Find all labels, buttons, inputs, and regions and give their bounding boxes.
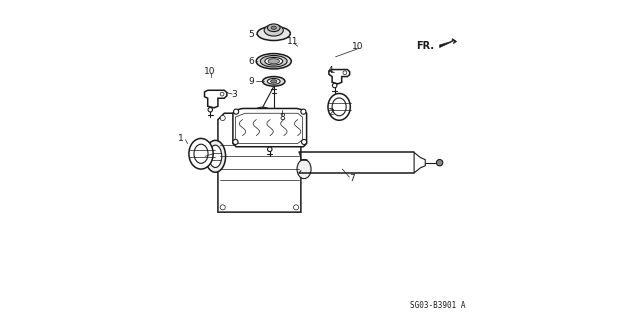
Polygon shape (440, 39, 456, 48)
Ellipse shape (264, 25, 284, 36)
Text: 9: 9 (248, 77, 253, 86)
Text: FR.: FR. (416, 41, 434, 51)
Circle shape (220, 115, 225, 121)
Text: 3: 3 (232, 90, 237, 99)
Ellipse shape (205, 140, 225, 172)
Ellipse shape (250, 111, 275, 122)
Ellipse shape (297, 160, 311, 179)
Text: 8: 8 (279, 113, 285, 122)
Polygon shape (233, 108, 307, 147)
Ellipse shape (260, 56, 287, 67)
Polygon shape (414, 152, 425, 173)
Ellipse shape (257, 26, 291, 41)
Ellipse shape (262, 77, 285, 86)
Text: 10: 10 (352, 42, 364, 51)
Ellipse shape (255, 107, 271, 116)
Ellipse shape (328, 93, 350, 120)
Text: 6: 6 (248, 57, 253, 66)
Circle shape (234, 109, 239, 114)
Circle shape (294, 115, 299, 121)
Circle shape (268, 147, 272, 152)
Circle shape (220, 92, 224, 96)
Ellipse shape (332, 98, 346, 116)
Circle shape (332, 83, 337, 88)
Ellipse shape (268, 59, 280, 64)
Circle shape (220, 205, 225, 210)
Text: 1: 1 (179, 134, 184, 143)
Text: 2: 2 (328, 108, 333, 117)
Polygon shape (329, 70, 349, 84)
Ellipse shape (265, 57, 283, 65)
Ellipse shape (271, 80, 277, 83)
Text: SG03-B3901 A: SG03-B3901 A (410, 301, 466, 310)
Circle shape (343, 71, 347, 75)
Ellipse shape (271, 26, 276, 29)
Circle shape (301, 109, 306, 114)
Ellipse shape (209, 145, 221, 167)
Polygon shape (205, 90, 227, 108)
Circle shape (233, 139, 238, 145)
Polygon shape (236, 113, 303, 144)
Circle shape (294, 205, 299, 210)
Ellipse shape (194, 144, 208, 163)
Ellipse shape (268, 24, 280, 32)
Text: 4: 4 (328, 66, 333, 75)
Circle shape (436, 160, 443, 166)
Circle shape (208, 108, 212, 112)
Ellipse shape (256, 54, 291, 69)
Text: 10: 10 (204, 67, 216, 76)
Polygon shape (218, 113, 301, 212)
Text: 5: 5 (248, 30, 253, 39)
Text: 7: 7 (349, 174, 355, 183)
Circle shape (301, 139, 307, 145)
Ellipse shape (189, 138, 213, 169)
Text: 11: 11 (287, 37, 299, 46)
Ellipse shape (268, 78, 280, 84)
